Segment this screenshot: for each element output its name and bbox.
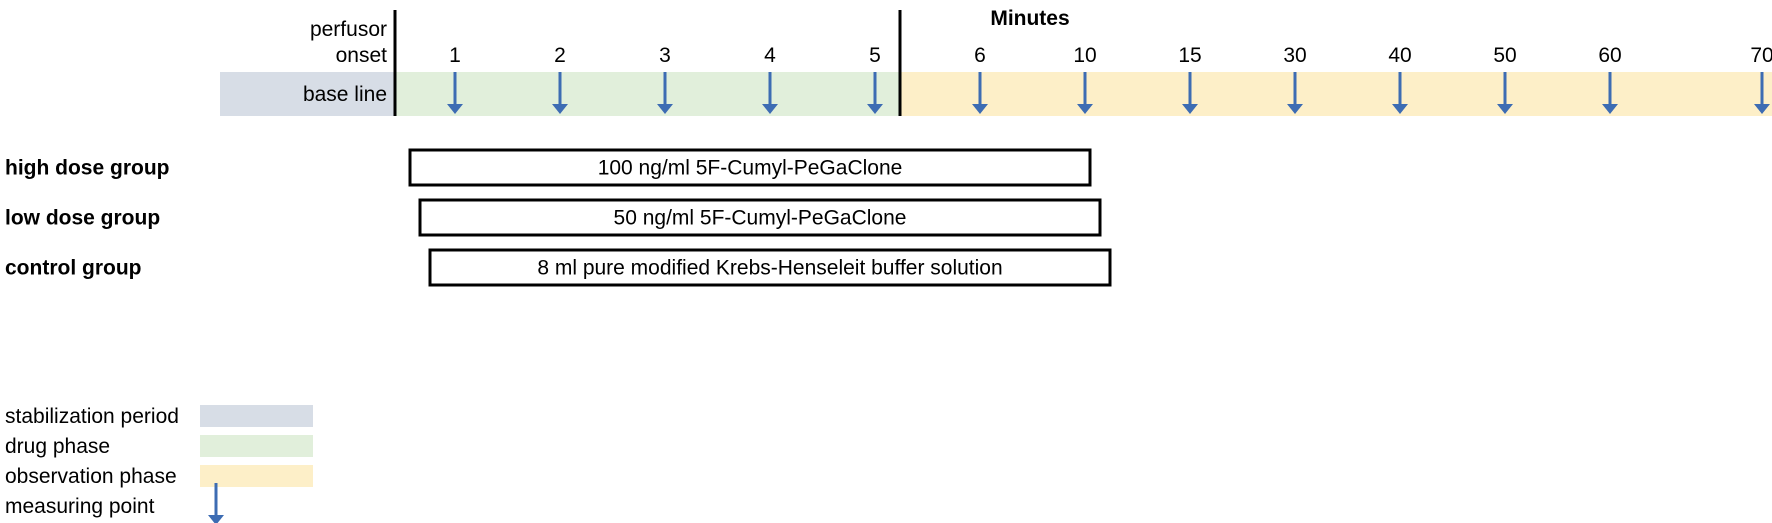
tick-label: 70 [1750, 44, 1772, 67]
legend-label: observation phase [5, 465, 177, 488]
tick-label: 3 [659, 44, 671, 67]
tick-label: 5 [869, 44, 881, 67]
legend-label: stabilization period [5, 405, 179, 428]
timeline-drug-phase [395, 72, 900, 116]
group-label: high dose group [5, 157, 169, 180]
legend-label: drug phase [5, 435, 110, 458]
tick-label: 6 [974, 44, 986, 67]
group-label: control group [5, 257, 141, 280]
baseline-label: base line [303, 83, 387, 106]
timeline-observation-phase [900, 72, 1772, 116]
tick-label: 50 [1493, 44, 1516, 67]
group-text: 100 ng/ml 5F-Cumyl-PeGaClone [598, 157, 903, 180]
tick-label: 40 [1388, 44, 1411, 67]
tick-label: 10 [1073, 44, 1096, 67]
tick-label: 30 [1283, 44, 1306, 67]
tick-label: 1 [449, 44, 461, 67]
legend-label: measuring point [5, 495, 155, 518]
tick-label: 15 [1178, 44, 1201, 67]
tick-label: 2 [554, 44, 566, 67]
perfusor-label: perfusor [310, 18, 387, 41]
group-label: low dose group [5, 207, 160, 230]
legend-swatch [200, 435, 313, 457]
group-text: 50 ng/ml 5F-Cumyl-PeGaClone [614, 207, 907, 230]
minutes-label: Minutes [990, 7, 1069, 30]
experiment-timeline-diagram: Minutes perfusor onset base line 1 2 3 4 5 6 10 15 3… [0, 0, 1772, 523]
legend-swatch [200, 405, 313, 427]
tick-label: 60 [1598, 44, 1621, 67]
onset-label: onset [336, 44, 388, 67]
tick-label: 4 [764, 44, 776, 67]
group-text: 8 ml pure modified Krebs-Henseleit buffe… [537, 257, 1002, 280]
